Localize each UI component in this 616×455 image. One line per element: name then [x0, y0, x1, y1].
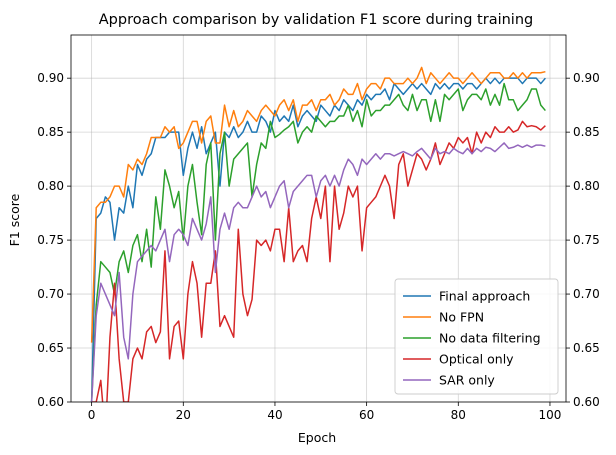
y-tick-label-right: 0.65 — [573, 341, 600, 355]
y-tick-label-right: 0.60 — [573, 395, 600, 409]
series-line-1 — [90, 77, 546, 402]
series-line-2 — [90, 66, 546, 343]
y-tick-label-right: 0.80 — [573, 179, 600, 193]
y-axis-left: 0.60 0.65 0.70 0.75 0.80 0.85 0.90 — [37, 71, 71, 409]
legend-label: Optical only — [439, 352, 514, 367]
x-tick-label: 20 — [176, 408, 191, 422]
y-tick-label-left: 0.65 — [37, 341, 64, 355]
y-axis-right: 0.60 0.65 0.70 0.75 0.80 0.85 0.90 — [566, 71, 600, 409]
series-line-4 — [91, 120, 546, 402]
y-tick-label-left: 0.90 — [37, 71, 64, 85]
x-tick-label: 0 — [88, 408, 96, 422]
legend-label: No FPN — [439, 310, 484, 325]
y-tick-label-left: 0.60 — [37, 395, 64, 409]
y-axis-label: F1 score — [7, 193, 22, 246]
legend-label: No data filtering — [439, 331, 541, 346]
legend: Final approach No FPN No data filtering Opt… — [394, 278, 559, 395]
y-tick-label-left: 0.85 — [37, 125, 64, 139]
legend-label: Final approach — [439, 289, 530, 304]
x-tick-label: 40 — [267, 408, 282, 422]
x-tick-label: 100 — [539, 408, 562, 422]
legend-label: SAR only — [439, 373, 495, 388]
y-tick-label-right: 0.75 — [573, 233, 600, 247]
y-tick-label-right: 0.70 — [573, 287, 600, 301]
legend-box — [394, 278, 559, 395]
y-tick-label-right: 0.90 — [573, 71, 600, 85]
x-axis: 0 20 40 60 80 100 — [88, 402, 562, 422]
y-tick-label-right: 0.85 — [573, 125, 600, 139]
plot-frame — [70, 34, 567, 403]
y-tick-label-left: 0.75 — [37, 233, 64, 247]
x-tick-label: 80 — [451, 408, 466, 422]
y-tick-label-left: 0.80 — [37, 179, 64, 193]
series-line-3 — [90, 82, 546, 402]
series-line-5 — [90, 142, 546, 402]
chart-title: Approach comparison by validation F1 sco… — [99, 12, 533, 28]
series-group — [90, 66, 546, 402]
y-tick-label-left: 0.70 — [37, 287, 64, 301]
x-axis-label: Epoch — [298, 430, 336, 445]
x-tick-label: 60 — [359, 408, 374, 422]
